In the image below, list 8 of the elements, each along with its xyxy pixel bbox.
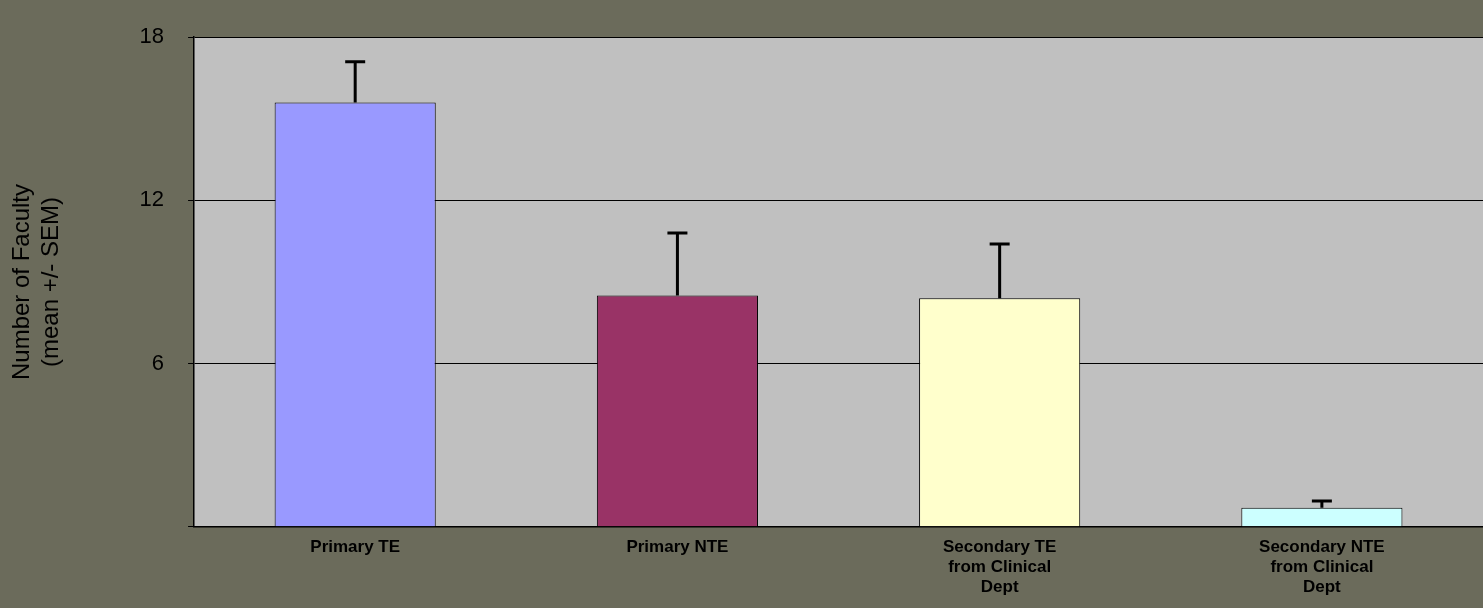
y-axis-title: Number of Faculty (mean +/- SEM) [7,183,63,381]
y-tick-label: 6 [151,349,165,375]
y-tick-label: 12 [139,186,165,212]
x-tick-label: Primary NTE [626,536,729,556]
y-tick-label: 18 [139,23,165,49]
x-tick-label: Secondary TE from Clinical Dept [942,536,1057,597]
x-tick-label: Primary TE [310,536,401,556]
x-tick-label: Secondary NTE from Clinical Dept [1259,536,1385,597]
